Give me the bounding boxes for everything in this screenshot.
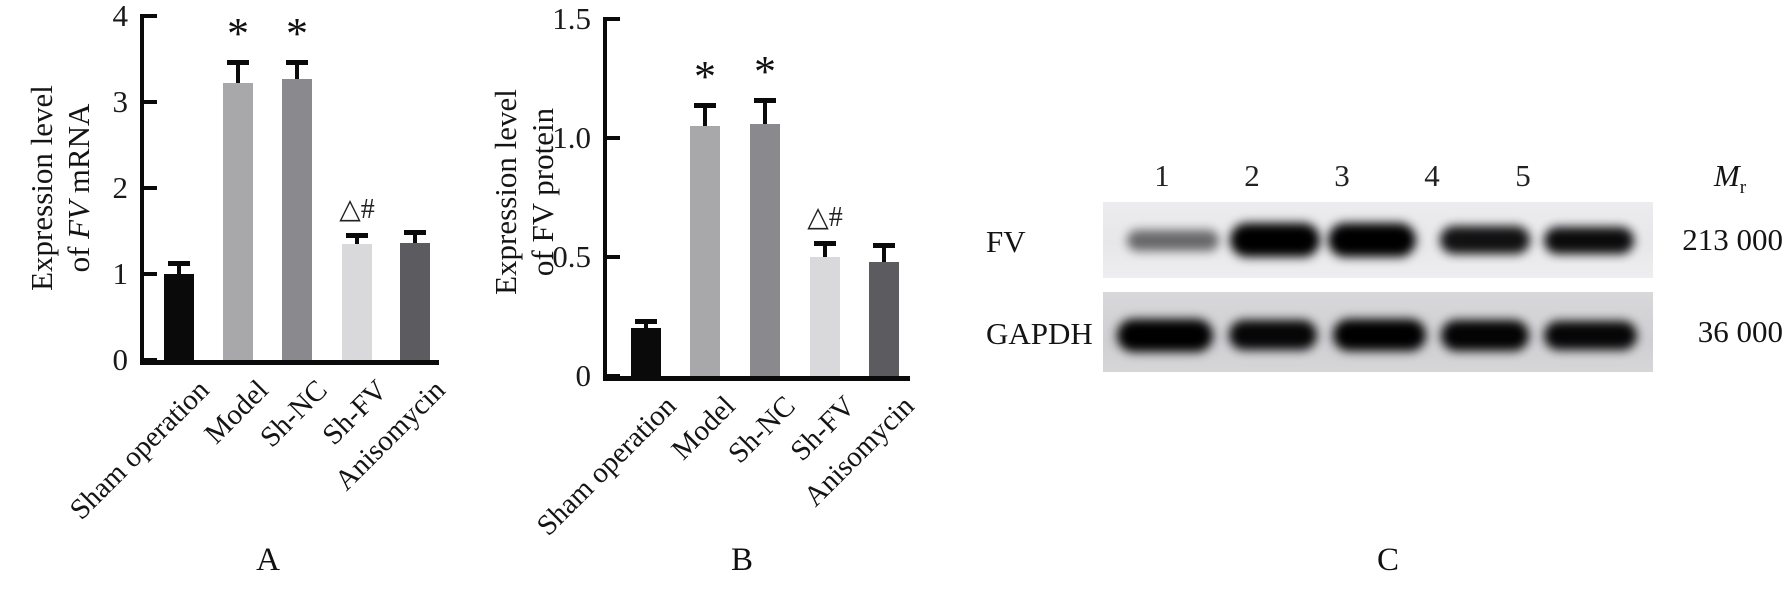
bar xyxy=(223,83,253,360)
gapdh-blot-strip xyxy=(1103,292,1653,372)
error-bar-stem xyxy=(413,231,417,244)
fv-blot-strip xyxy=(1103,202,1653,278)
y-tick xyxy=(144,14,157,18)
y-tick xyxy=(144,272,157,276)
protein-band xyxy=(1543,320,1637,350)
y-axis-line xyxy=(603,17,607,376)
error-bar-cap xyxy=(346,233,368,239)
bar xyxy=(750,123,780,376)
significance-delta-hash: △# xyxy=(339,194,375,226)
bar xyxy=(869,261,899,376)
y-tick-label: 2 xyxy=(112,170,129,205)
protein-band xyxy=(1440,226,1530,254)
bar xyxy=(282,78,312,360)
bar xyxy=(690,126,720,376)
y-tick xyxy=(607,17,620,21)
y-axis-line xyxy=(140,14,144,360)
bar xyxy=(810,257,840,376)
bar xyxy=(164,274,194,360)
significance-delta-hash: △# xyxy=(807,201,843,233)
error-bar-stem xyxy=(882,245,886,262)
y-tick xyxy=(144,358,157,362)
blot-row-label: FV xyxy=(986,224,1026,259)
error-bar-cap xyxy=(814,240,836,246)
lane-number-label: 4 xyxy=(1424,158,1440,193)
protein-band xyxy=(1441,319,1529,351)
y-tick xyxy=(607,374,620,378)
panel-a-letter: A xyxy=(256,542,280,578)
y-tick-label: 1.5 xyxy=(552,1,591,36)
protein-band xyxy=(1544,226,1634,254)
protein-band xyxy=(1332,319,1426,351)
x-axis-line xyxy=(603,376,910,381)
error-bar-stem xyxy=(644,321,648,329)
bar xyxy=(342,243,372,360)
y-tick-label: 0 xyxy=(112,342,129,377)
error-bar-cap xyxy=(286,59,308,65)
error-bar-cap xyxy=(227,60,249,66)
error-bar-stem xyxy=(763,99,767,124)
error-bar-cap xyxy=(168,260,190,266)
lane-number-label: 3 xyxy=(1334,158,1350,193)
protein-band xyxy=(1229,320,1317,350)
protein-band xyxy=(1127,229,1219,251)
protein-band xyxy=(1117,318,1213,352)
y-tick-label: 0 xyxy=(575,358,592,393)
bar xyxy=(400,243,430,360)
y-tick xyxy=(144,100,157,104)
error-bar-stem xyxy=(823,242,827,257)
protein-band xyxy=(1328,223,1416,257)
significance-star: * xyxy=(286,8,308,58)
error-bar-stem xyxy=(703,104,707,127)
x-axis-line xyxy=(140,360,439,365)
error-bar-cap xyxy=(635,319,657,325)
bar xyxy=(631,328,661,376)
error-bar-cap xyxy=(873,243,895,249)
error-bar-cap xyxy=(404,229,426,235)
molecular-weight-value: 213 000 xyxy=(1682,222,1783,257)
error-bar-stem xyxy=(236,62,240,84)
significance-star: * xyxy=(227,9,249,59)
y-tick-label: 4 xyxy=(112,0,129,33)
lane-number-label: 5 xyxy=(1515,158,1531,193)
error-bar-cap xyxy=(754,97,776,103)
error-bar-cap xyxy=(694,102,716,108)
protein-band xyxy=(1230,223,1320,257)
panel-b-letter: B xyxy=(730,542,753,578)
y-tick xyxy=(144,186,157,190)
significance-star: * xyxy=(694,51,716,101)
error-bar-stem xyxy=(295,61,299,79)
lane-number-label: 1 xyxy=(1154,158,1170,193)
lane-number-label: 2 xyxy=(1244,158,1260,193)
mr-column-header: Mr xyxy=(1713,158,1747,199)
blot-row-label: GAPDH xyxy=(986,316,1093,351)
error-bar-stem xyxy=(355,235,359,244)
molecular-weight-value: 36 000 xyxy=(1697,314,1783,349)
panel-c-letter: C xyxy=(1376,542,1399,578)
y-tick xyxy=(607,255,620,259)
y-tick-label: 0.5 xyxy=(552,239,591,274)
significance-star: * xyxy=(754,46,776,96)
error-bar-stem xyxy=(177,262,181,274)
y-tick xyxy=(607,136,620,140)
y-tick-label: 1.0 xyxy=(552,120,591,155)
y-tick-label: 1 xyxy=(112,256,129,291)
y-tick-label: 3 xyxy=(112,84,129,119)
